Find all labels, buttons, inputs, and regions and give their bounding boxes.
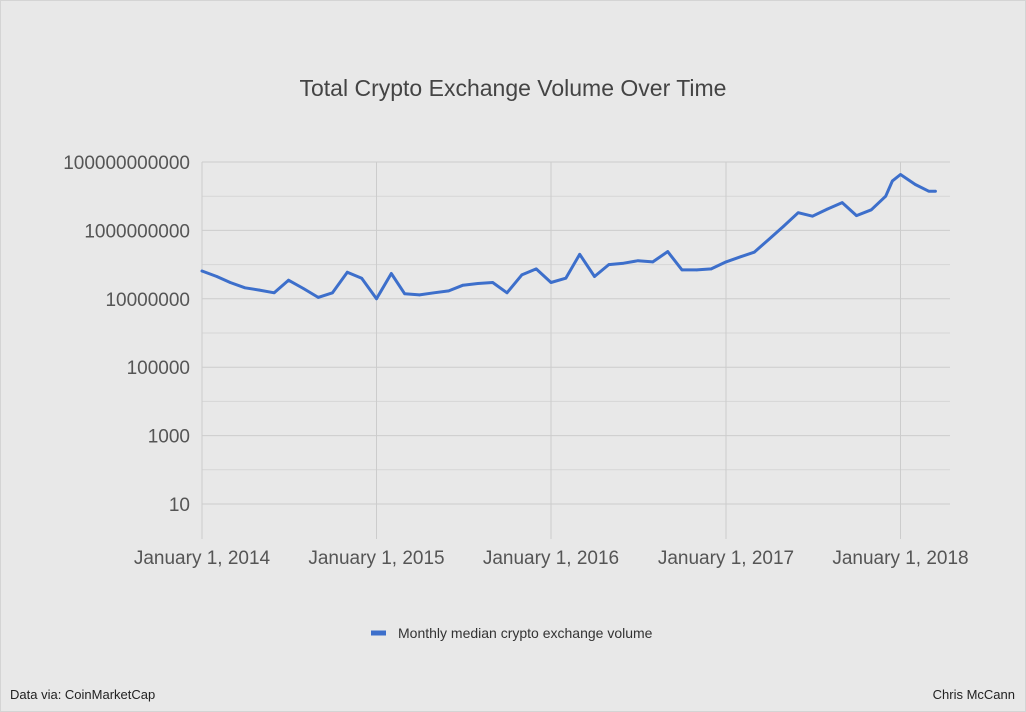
data-point <box>739 255 743 258</box>
data-point <box>826 207 829 211</box>
data-point <box>390 272 393 275</box>
data-point <box>418 293 421 297</box>
data-point <box>228 281 232 284</box>
data-point <box>767 238 771 241</box>
data-point <box>884 194 887 198</box>
data-point <box>375 297 378 301</box>
data-point <box>870 208 873 212</box>
data-point <box>796 211 800 214</box>
data-point <box>549 281 553 284</box>
data-point <box>607 263 611 266</box>
data-point <box>287 278 290 282</box>
data-point <box>651 260 655 264</box>
author-credit: Chris McCann <box>932 687 1015 702</box>
y-tick-label: 1000 <box>148 427 190 448</box>
data-point <box>752 250 756 254</box>
data-point <box>316 296 320 299</box>
y-tick-label: 100000 <box>127 358 190 379</box>
data-point <box>811 214 814 218</box>
data-point <box>520 273 524 277</box>
data-point <box>593 275 596 278</box>
data-point <box>505 291 509 295</box>
data-point <box>403 292 407 296</box>
data-point <box>360 276 364 280</box>
data-point <box>491 281 495 284</box>
data-point <box>934 189 937 193</box>
data-point <box>724 260 728 264</box>
legend-label: Monthly median crypto exchange volume <box>398 625 653 641</box>
data-point <box>891 179 894 183</box>
data-point <box>914 183 917 186</box>
data-point <box>200 269 204 273</box>
y-tick-label: 1000000000 <box>84 221 190 242</box>
data-point <box>636 259 640 263</box>
data-point <box>855 214 858 217</box>
x-tick-label: January 1, 2014 <box>134 548 271 569</box>
data-point <box>840 201 844 204</box>
data-point <box>666 250 669 253</box>
data-point <box>782 225 785 228</box>
data-point <box>346 270 349 274</box>
data-source-note: Data via: CoinMarketCap <box>10 687 156 702</box>
data-point <box>215 275 219 278</box>
data-point <box>432 291 436 295</box>
data-point <box>709 267 713 271</box>
y-tick-label: 10 <box>169 495 190 516</box>
data-point <box>564 276 568 280</box>
data-point <box>258 288 261 292</box>
data-point <box>578 253 581 256</box>
data-point <box>534 267 538 271</box>
data-point <box>680 268 684 272</box>
data-point <box>476 282 480 285</box>
data-point <box>899 173 902 176</box>
data-point <box>695 268 699 272</box>
data-point <box>331 291 334 295</box>
data-point <box>622 261 625 265</box>
data-point <box>927 189 930 193</box>
x-tick-label: January 1, 2018 <box>832 548 968 569</box>
data-point <box>447 289 451 293</box>
data-point <box>461 283 465 287</box>
y-tick-label: 100000000000 <box>63 153 190 174</box>
x-tick-label: January 1, 2015 <box>308 548 444 569</box>
data-point <box>272 291 276 295</box>
x-tick-label: January 1, 2017 <box>658 548 794 569</box>
data-point <box>243 286 247 290</box>
chart-title: Total Crypto Exchange Volume Over Time <box>300 75 727 101</box>
y-tick-label: 10000000 <box>105 290 190 311</box>
x-tick-label: January 1, 2016 <box>483 548 619 569</box>
series-line <box>200 173 937 301</box>
data-point <box>302 287 305 290</box>
